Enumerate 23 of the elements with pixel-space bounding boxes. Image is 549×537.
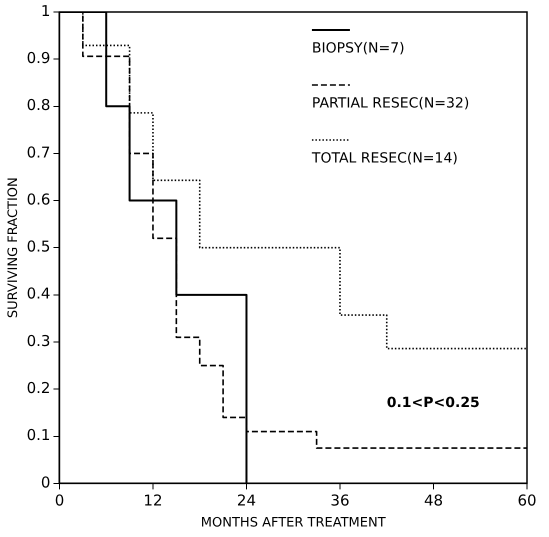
y-tick-label: 1	[40, 2, 50, 20]
y-tick-label: 0.7	[26, 143, 50, 162]
y-tick-label: 0.1	[26, 426, 50, 444]
y-tick-label: 0	[40, 473, 50, 492]
x-tick-label: 12	[143, 491, 163, 510]
y-tick-label: 0.9	[26, 49, 50, 68]
y-axis-title: SURVIVING FRACTION	[6, 177, 22, 318]
y-tick-label: 0.2	[26, 379, 50, 398]
y-tick-label: 0.3	[26, 332, 50, 350]
legend-label: BIOPSY(N=7)	[312, 40, 405, 57]
y-tick-label: 0.6	[26, 190, 50, 208]
y-tick-label: 0.5	[26, 238, 50, 256]
x-tick-label: 24	[236, 491, 256, 510]
y-tick-label: 0.8	[26, 96, 50, 114]
legend-label: TOTAL RESEC(N=14)	[310, 150, 458, 167]
x-tick-label: 60	[517, 491, 537, 510]
y-tick-label: 0.4	[26, 284, 50, 303]
legend-label: PARTIAL RESEC(N=32)	[312, 96, 470, 112]
x-tick-label: 0	[54, 491, 64, 510]
x-tick-label: 36	[330, 491, 350, 510]
x-axis-title: MONTHS AFTER TREATMENT	[200, 516, 386, 531]
x-tick-label: 48	[424, 491, 444, 510]
annotation: 0.1<P<0.25	[386, 394, 480, 411]
